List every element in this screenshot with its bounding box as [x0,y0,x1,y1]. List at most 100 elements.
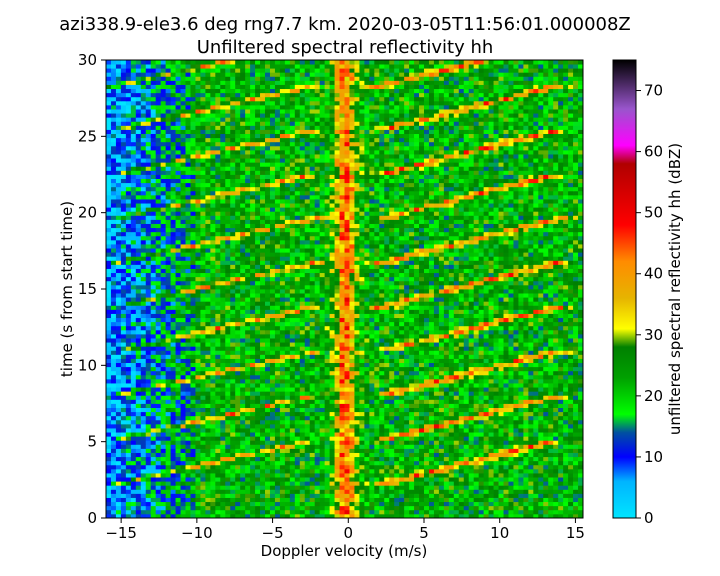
heatmap-cell [419,403,425,408]
heatmap-cell [314,338,321,343]
heatmap-cell [106,436,112,441]
heatmap-cell [409,452,415,458]
heatmap-cell [379,436,385,441]
heatmap-cell [578,411,584,417]
heatmap-cell [438,419,445,425]
heatmap-cell [543,423,549,429]
heatmap-cell [394,338,400,343]
heatmap-cell [230,505,236,511]
heatmap-cell [294,350,301,355]
heatmap-cell [438,309,445,314]
heatmap-cell [245,313,251,319]
heatmap-cell [299,464,306,470]
heatmap-cell [578,395,584,400]
heatmap-cell [384,432,390,437]
heatmap-cell [568,460,574,466]
heatmap-cell [155,513,162,519]
heatmap-cell [299,329,306,335]
heatmap-cell [498,387,504,392]
heatmap-cell [463,346,470,351]
heatmap-cell [240,452,246,458]
heatmap-cell [269,358,276,364]
heatmap-cell [433,493,440,498]
heatmap-cell [543,387,549,392]
heatmap-cell [414,407,420,413]
heatmap-cell [299,473,306,478]
heatmap-cell [468,505,475,511]
heatmap-cell [250,444,256,449]
heatmap-cell [200,317,206,323]
heatmap-cell [563,473,569,478]
heatmap-cell [468,481,475,486]
heatmap-cell [225,313,231,319]
heatmap-cell [210,395,216,400]
heatmap-cell [533,419,539,425]
heatmap-cell [225,338,231,343]
heatmap-cell [568,415,574,421]
heatmap-cell [419,407,425,413]
heatmap-cell [503,407,509,413]
heatmap-cell [269,497,276,503]
heatmap-cell [473,468,480,474]
heatmap-cell [453,477,460,482]
heatmap-cell [563,460,569,466]
heatmap-cell [150,493,157,498]
heatmap-cell [304,477,311,482]
heatmap-cell [488,407,494,413]
heatmap-cell [235,477,241,482]
heatmap-cell [210,362,216,368]
heatmap-cell [150,448,157,453]
heatmap-cell [250,493,256,498]
heatmap-cell [528,460,534,466]
heatmap-cell [349,350,355,355]
heatmap-cell [215,407,221,413]
heatmap-cell [468,362,475,368]
heatmap-cell [344,432,350,437]
heatmap-cell [384,317,390,323]
heatmap-cell [538,440,544,445]
heatmap-cell [339,485,345,490]
heatmap-cell [488,370,494,376]
heatmap-cell [195,452,201,458]
heatmap-cell [289,489,296,494]
heatmap-cell [339,468,345,474]
heatmap-cell [255,428,261,433]
heatmap-cell [160,387,167,392]
heatmap-cell [309,456,316,462]
heatmap-cell [359,403,365,408]
heatmap-cell [255,346,261,351]
heatmap-cell [245,387,251,392]
heatmap-cell [349,354,355,359]
heatmap-cell [453,497,460,503]
heatmap-cell [284,317,291,323]
heatmap-cell [369,407,375,413]
heatmap-cell [483,374,489,380]
heatmap-cell [533,362,539,368]
heatmap-cell [568,317,574,323]
heatmap-cell [528,423,534,429]
heatmap-cell [573,395,579,400]
heatmap-cell [384,415,390,421]
heatmap-cell [165,436,171,441]
heatmap-cell [508,403,514,408]
heatmap-cell [269,448,276,453]
heatmap-cell [245,411,251,417]
heatmap-cell [513,399,519,404]
heatmap-cell [473,440,480,445]
heatmap-cell [448,440,455,445]
heatmap-cell [543,338,549,343]
heatmap-cell [473,383,480,388]
heatmap-cell [115,407,122,413]
heatmap-cell [419,444,425,449]
heatmap-cell [573,464,579,470]
heatmap-cell [399,509,405,515]
heatmap-cell [364,411,370,417]
heatmap-cell [344,362,350,368]
heatmap-cell [438,325,445,331]
heatmap-cell [324,448,330,453]
heatmap-cell [389,313,395,319]
heatmap-cell [468,354,475,359]
heatmap-cell [359,428,365,433]
heatmap-cell [404,456,410,462]
heatmap-cell [106,313,112,319]
